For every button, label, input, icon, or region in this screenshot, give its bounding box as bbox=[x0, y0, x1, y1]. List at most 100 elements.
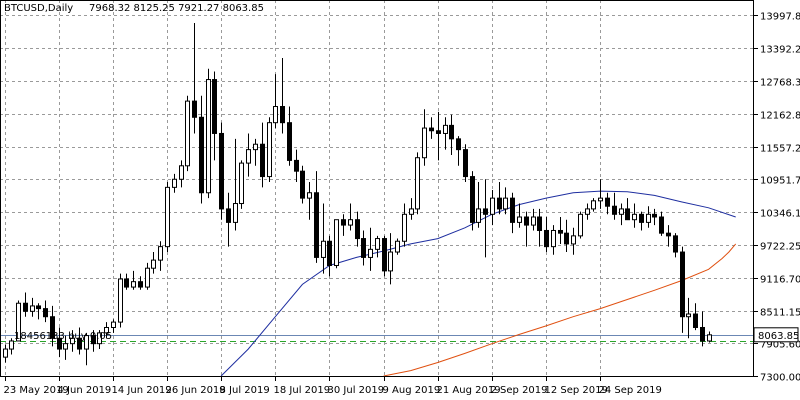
candle bbox=[273, 74, 278, 129]
candle bbox=[680, 246, 685, 333]
candle-body bbox=[246, 149, 251, 164]
candle bbox=[185, 95, 190, 172]
candle bbox=[30, 297, 35, 317]
candle bbox=[16, 300, 21, 342]
candle bbox=[443, 117, 448, 150]
candle-body bbox=[63, 343, 68, 350]
candle bbox=[199, 95, 204, 204]
candle-body bbox=[70, 337, 75, 345]
candle bbox=[267, 117, 272, 182]
candle bbox=[503, 187, 508, 215]
candle bbox=[192, 22, 197, 134]
candle-body bbox=[280, 106, 285, 124]
candle-body bbox=[632, 213, 637, 221]
candle bbox=[388, 233, 393, 285]
candle bbox=[422, 109, 427, 166]
candle bbox=[470, 171, 475, 231]
candle bbox=[23, 292, 28, 317]
candle bbox=[77, 327, 82, 355]
candle-body bbox=[23, 302, 28, 312]
candle-body bbox=[206, 79, 211, 194]
candle-body bbox=[57, 337, 62, 350]
x-tick-label: 8 Jul 2019 bbox=[220, 385, 270, 396]
candle-body bbox=[77, 337, 82, 350]
y-tick-label: 7905.60 bbox=[760, 340, 800, 351]
candle-body bbox=[145, 267, 150, 288]
plot-frame bbox=[0, 0, 754, 377]
candle bbox=[334, 219, 339, 269]
last-price-tag-background bbox=[753, 327, 799, 343]
candle bbox=[612, 192, 617, 220]
candle bbox=[9, 338, 14, 355]
candle-body bbox=[666, 232, 671, 237]
candle-body bbox=[124, 278, 129, 288]
y-tick-label: 10346.15 bbox=[760, 209, 800, 220]
candle-body bbox=[415, 157, 420, 210]
candle bbox=[91, 330, 96, 352]
candle bbox=[206, 68, 211, 199]
y-tick-label: 9722.25 bbox=[760, 242, 800, 253]
candle bbox=[341, 214, 346, 236]
candle-body bbox=[388, 251, 393, 272]
candle-body bbox=[510, 197, 515, 223]
candle-body bbox=[348, 219, 353, 226]
candle-body bbox=[612, 205, 617, 215]
candle-body bbox=[212, 79, 217, 134]
x-tick-label: 23 May 2019 bbox=[4, 385, 69, 396]
x-tick-label: 12 Sep 2019 bbox=[545, 385, 608, 396]
candle bbox=[558, 217, 563, 244]
candle bbox=[544, 217, 549, 253]
candle-body bbox=[436, 130, 441, 134]
candle bbox=[564, 219, 569, 253]
candle-body bbox=[239, 162, 244, 205]
candle-body bbox=[314, 192, 319, 258]
candle bbox=[497, 181, 502, 215]
candle bbox=[226, 192, 231, 247]
candle-body bbox=[402, 213, 407, 242]
candle bbox=[307, 181, 312, 220]
candle-body bbox=[483, 208, 488, 215]
candle bbox=[402, 203, 407, 247]
candle-body bbox=[185, 100, 190, 167]
candle-body bbox=[476, 208, 481, 223]
candle bbox=[239, 160, 244, 209]
candle-body bbox=[307, 192, 312, 199]
candle-body bbox=[97, 332, 102, 345]
candle-body bbox=[625, 208, 630, 221]
position-label: 18456133 buy 0.05 bbox=[14, 331, 112, 342]
candle bbox=[517, 203, 522, 228]
candle bbox=[246, 133, 251, 177]
candle-body bbox=[537, 216, 542, 231]
candle bbox=[165, 181, 170, 253]
candle-body bbox=[707, 334, 712, 342]
candle bbox=[145, 262, 150, 290]
candle bbox=[355, 211, 360, 247]
candle-body bbox=[111, 321, 116, 328]
candle-body bbox=[355, 219, 360, 240]
x-tick-label: 26 Jun 2019 bbox=[166, 385, 226, 396]
x-tick-label: 18 Jul 2019 bbox=[274, 385, 331, 396]
y-axis: 13997.80 13392.25 12768.35 12162.80 11557.25… bbox=[754, 12, 800, 384]
candle bbox=[50, 305, 55, 347]
y-tick-label: 8511.15 bbox=[760, 308, 800, 319]
candle-body bbox=[578, 213, 583, 237]
candle bbox=[605, 192, 610, 215]
x-tick-label: 9 Aug 2019 bbox=[383, 385, 441, 396]
candle-body bbox=[16, 302, 21, 342]
candle bbox=[693, 303, 698, 331]
candle bbox=[57, 327, 62, 358]
candle-body bbox=[368, 248, 373, 258]
candle bbox=[43, 300, 48, 323]
candle-body bbox=[564, 232, 569, 245]
candle-body bbox=[443, 124, 448, 134]
candle-body bbox=[693, 313, 698, 328]
position-label-text: 18456133 buy 0.05 bbox=[14, 331, 112, 342]
candle-body bbox=[490, 197, 495, 215]
candle bbox=[300, 165, 305, 204]
x-tick-label: 24 Sep 2019 bbox=[599, 385, 662, 396]
candle-body bbox=[334, 219, 339, 267]
candle-body bbox=[585, 208, 590, 215]
candle bbox=[483, 179, 488, 258]
candle-body bbox=[9, 340, 14, 350]
